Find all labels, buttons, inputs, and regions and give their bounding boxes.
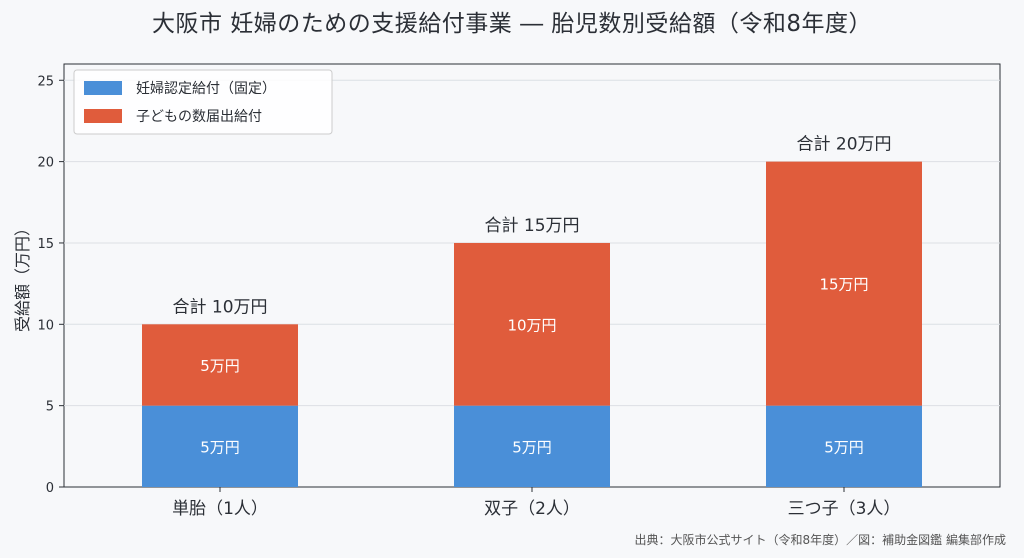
bar-total-label: 合計 10万円 [172,297,267,317]
bar-segment [454,405,610,487]
legend-label-0: 妊婦認定給付（固定） [136,80,276,97]
bar-segment [766,161,922,406]
bar-segment [454,242,610,406]
y-axis-ticks: 0 5 10 15 20 25 [37,74,64,496]
x-tick-label: 三つ子（3人） [788,499,901,519]
bar-segment [142,405,298,487]
y-tick-label: 15 [37,237,54,252]
bars: 5万円 5万円 合計 10万円 5万円 10万円 合計 15万円 5万円 15万円 合計 20万… [142,135,922,487]
source-note: 出典：大阪市公式サイト（令和8年度）／図：補助金図鑑 編集部作成 [634,533,1006,547]
legend-swatch-1 [84,109,122,123]
y-tick-label: 20 [37,156,54,171]
x-axis-ticks: 単胎（1人） 双子（2人） 三つ子（3人） [172,487,900,519]
bar-segment-label: 5万円 [824,438,864,456]
x-tick-label: 単胎（1人） [172,499,268,519]
y-tick-label: 10 [37,318,54,333]
legend-swatch-0 [84,81,122,95]
bar-segment [142,324,298,406]
bar-segment [766,405,922,487]
bar-segment-label: 5万円 [512,438,552,456]
legend-box [73,69,333,135]
x-tick-label: 双子（2人） [484,499,580,519]
legend-label-1: 子どもの数届出給付 [136,109,262,125]
bar-segment-label: 5万円 [200,357,240,375]
y-axis-label: 受給額（万円） [13,220,32,332]
bar-segment-label: 10万円 [507,316,556,334]
y-tick-label: 25 [37,74,54,89]
legend: 妊婦認定給付（固定） 子どもの数届出給付 [73,69,333,135]
bar-total-label: 合計 15万円 [484,216,579,236]
bar-segment-label: 15万円 [819,276,868,294]
bar-total-label: 合計 20万円 [796,135,891,155]
bar-segment-label: 5万円 [200,438,240,456]
chart-title: 大阪市 妊婦のための支援給付事業 ― 胎児数別受給額（令和8年度） [151,11,873,37]
y-tick-label: 0 [46,481,54,496]
y-tick-label: 5 [46,400,54,415]
